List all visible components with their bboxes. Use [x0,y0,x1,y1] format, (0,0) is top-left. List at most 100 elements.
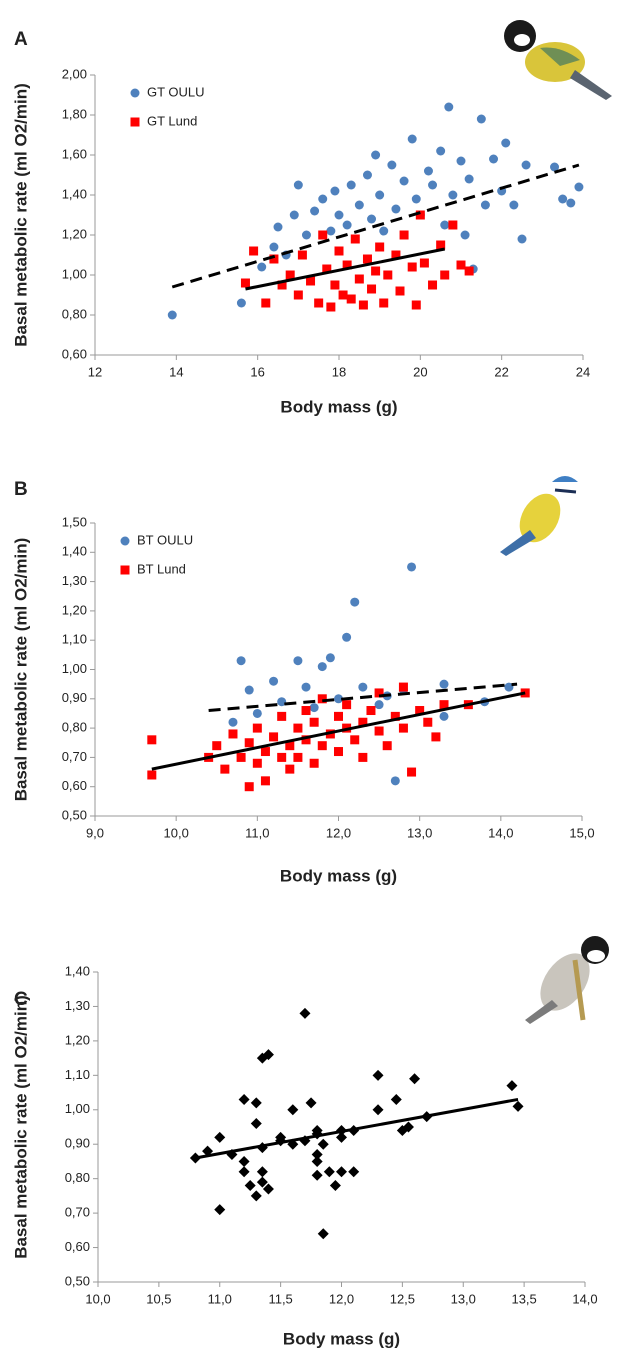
x-tick-label: 12,5 [390,1291,415,1306]
data-point [253,759,262,768]
data-point [566,199,575,208]
data-point [251,1097,262,1108]
data-point [477,115,486,124]
data-point [318,231,327,240]
data-point [391,205,400,214]
data-point [299,1008,310,1019]
data-point [335,247,344,256]
data-point [444,103,453,112]
data-point [375,191,384,200]
data-point [220,765,229,774]
data-point [379,299,388,308]
data-point [347,295,356,304]
data-point [558,195,567,204]
y-tick-label: 1,00 [62,661,87,676]
data-point [245,686,254,695]
data-point [400,231,409,240]
data-point [326,303,335,312]
data-point [383,271,392,280]
data-point [440,680,449,689]
y-tick-label: 1,20 [62,226,87,241]
data-point [241,279,250,288]
x-tick-label: 10,5 [146,1291,171,1306]
data-point [302,683,311,692]
data-point [373,1104,384,1115]
data-point [334,712,343,721]
data-point [312,1170,323,1181]
y-tick-label: 0,90 [65,1136,90,1151]
data-point [293,753,302,762]
y-tick-label: 1,60 [62,146,87,161]
data-point [277,712,286,721]
data-point [359,301,368,310]
x-axis-title: Body mass (g) [280,866,397,885]
y-tick-label: 1,00 [62,266,87,281]
x-axis-title: Body mass (g) [283,1329,400,1348]
data-point [330,1180,341,1191]
data-point [168,311,177,320]
y-tick-label: 0,80 [62,720,87,735]
y-tick-label: 1,20 [62,602,87,617]
data-point [214,1204,225,1215]
data-point [318,741,327,750]
data-point [342,633,351,642]
data-point [147,735,156,744]
data-point [277,753,286,762]
data-point [287,1104,298,1115]
figure: A0,600,801,001,201,401,601,802,001214161… [0,0,630,1351]
data-point [489,155,498,164]
data-point [293,656,302,665]
data-point [343,221,352,230]
data-point [253,724,262,733]
data-point [400,177,409,186]
data-point [371,151,380,160]
y-tick-label: 0,80 [62,306,87,321]
y-tick-label: 1,40 [65,963,90,978]
data-point [371,267,380,276]
data-point [335,211,344,220]
bird-illustration [500,475,578,556]
x-tick-label: 10,0 [85,1291,110,1306]
data-point [350,598,359,607]
data-point [318,1228,329,1239]
data-point [310,718,319,727]
data-point [407,562,416,571]
y-tick-label: 1,00 [65,1101,90,1116]
data-point [326,653,335,662]
data-point [312,1156,323,1167]
y-axis-title: Basal metabolic rate (ml O2/min) [11,995,30,1259]
data-point [367,215,376,224]
data-point [448,191,457,200]
data-point [237,299,246,308]
data-point [387,161,396,170]
legend-marker [131,89,140,98]
legend-marker [121,537,130,546]
data-point [251,1118,262,1129]
data-point [290,211,299,220]
data-point [294,291,303,300]
data-point [506,1080,517,1091]
data-point [428,281,437,290]
data-point [228,718,237,727]
data-point [428,181,437,190]
data-point [324,1166,335,1177]
x-tick-label: 11,0 [208,1291,232,1306]
data-point [348,1166,359,1177]
data-point [302,231,311,240]
y-tick-label: 0,90 [62,690,87,705]
legend-marker [131,118,140,127]
data-point [518,235,527,244]
data-point [436,147,445,156]
data-point [481,201,490,210]
bird-illustration [504,20,612,100]
data-point [261,299,270,308]
y-tick-label: 0,60 [65,1239,90,1254]
data-point [326,227,335,236]
data-point [440,221,449,230]
x-tick-label: 10,0 [164,825,189,840]
data-point [269,732,278,741]
panel-label: A [14,29,28,50]
data-point [314,299,323,308]
x-tick-label: 11,5 [268,1291,292,1306]
data-point [355,201,364,210]
